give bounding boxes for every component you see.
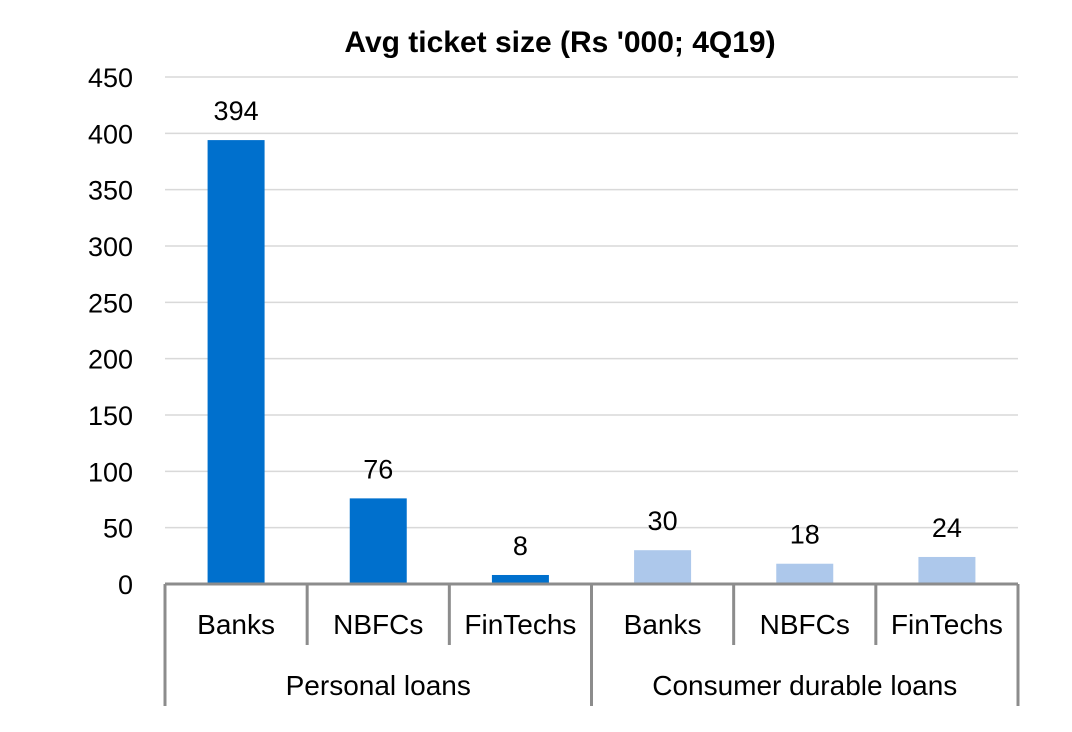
- y-tick-label: 0: [118, 570, 133, 600]
- data-label: 8: [513, 531, 528, 561]
- x-category-label: Banks: [197, 609, 275, 640]
- data-label: 18: [790, 520, 820, 550]
- bar: [918, 556, 976, 584]
- data-labels: 394 76 8 30 18 24: [214, 96, 962, 561]
- y-tick-label: 250: [88, 288, 133, 318]
- y-tick-label: 450: [88, 63, 133, 93]
- bar: [776, 563, 834, 584]
- x-category-label: NBFCs: [333, 609, 423, 640]
- y-axis-ticks: 0 50 100 150 200 250 300 350 400 450: [88, 63, 133, 600]
- data-label: 394: [214, 96, 259, 126]
- data-label: 30: [648, 506, 678, 536]
- bar: [349, 498, 407, 584]
- chart-title: Avg ticket size (Rs '000; 4Q19): [344, 26, 775, 59]
- y-tick-label: 100: [88, 457, 133, 487]
- x-category-label: Banks: [624, 609, 702, 640]
- data-label: 24: [932, 513, 962, 543]
- x-axis-categories: Banks NBFCs FinTechs Banks NBFCs FinTechs: [197, 609, 1003, 640]
- x-axis: [163, 582, 1020, 706]
- gridlines: [165, 76, 1018, 529]
- x-category-label: FinTechs: [464, 609, 576, 640]
- x-category-label: FinTechs: [891, 609, 1003, 640]
- y-tick-label: 400: [88, 119, 133, 149]
- y-tick-label: 300: [88, 232, 133, 262]
- y-tick-label: 150: [88, 401, 133, 431]
- x-group-label: Consumer durable loans: [652, 670, 957, 701]
- y-tick-label: 350: [88, 176, 133, 206]
- y-tick-label: 50: [103, 514, 133, 544]
- bar: [634, 550, 692, 584]
- x-axis-groups: Personal loans Consumer durable loans: [286, 670, 958, 701]
- bars: [207, 140, 976, 585]
- bar: [491, 574, 549, 584]
- x-group-label: Personal loans: [286, 670, 471, 701]
- bar: [207, 140, 265, 585]
- x-category-label: NBFCs: [760, 609, 850, 640]
- data-label: 76: [363, 454, 393, 484]
- y-tick-label: 200: [88, 345, 133, 375]
